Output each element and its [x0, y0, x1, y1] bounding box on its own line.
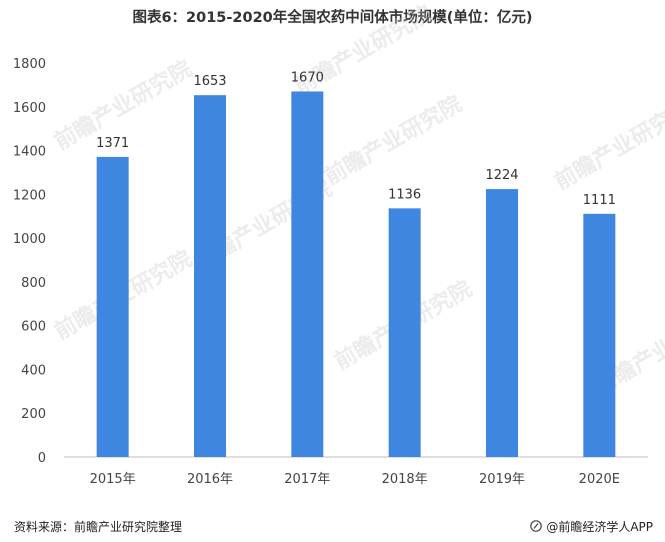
data-label: 1670: [291, 70, 324, 85]
x-tick-label: 2017年: [284, 472, 330, 487]
bar-2017年: [291, 91, 324, 457]
x-tick-label: 2019年: [479, 472, 525, 487]
y-tick-label: 0: [38, 451, 46, 466]
brand-text: @前瞻经济学人APP: [546, 519, 653, 534]
footer: 资料来源：前瞻产业研究院整理 @前瞻经济学人APP: [14, 515, 653, 537]
y-tick-label: 600: [21, 320, 46, 335]
y-tick-label: 1000: [13, 232, 46, 247]
x-tick-label: 2015年: [90, 472, 136, 487]
bar-2018年: [388, 208, 421, 457]
x-tick-label: 2016年: [187, 472, 233, 487]
y-axis-ticks: 0 200 400 600 800 1000 1200 1400 1600 1800: [13, 57, 46, 466]
y-tick-label: 1600: [13, 101, 46, 116]
data-label: 1653: [193, 74, 226, 89]
data-label: 1136: [388, 187, 421, 202]
bar-2016年: [194, 95, 226, 457]
data-label: 1111: [583, 193, 616, 208]
watermark-text: 前瞻产业研究院: [550, 96, 665, 196]
y-tick-label: 800: [21, 276, 46, 291]
x-tick-label: 2018年: [382, 472, 428, 487]
x-tick-label: 2020E: [579, 472, 620, 487]
data-label: 1224: [485, 168, 518, 183]
watermark-text: 前瞻产业研究院: [320, 91, 466, 191]
x-axis-ticks: 2015年 2016年 2017年 2018年 2019年 2020E: [90, 472, 620, 487]
y-tick-label: 400: [21, 363, 46, 378]
data-labels-group: 1371 1653 1670 1136 1224 1111: [96, 70, 616, 207]
bar-2015年: [96, 156, 129, 458]
brand-logo-icon: [530, 520, 543, 532]
brand-credit: @前瞻经济学人APP: [530, 518, 653, 535]
y-tick-label: 200: [21, 407, 46, 422]
source-note: 资料来源：前瞻产业研究院整理: [14, 519, 183, 534]
y-tick-label: 1200: [13, 188, 46, 203]
bar-2020E: [583, 213, 616, 457]
chart-title: 图表6：2015-2020年全国农药中间体市场规模(单位：亿元): [132, 10, 533, 26]
y-tick-label: 1400: [13, 145, 46, 160]
y-tick-label: 1800: [13, 57, 46, 72]
bars-group: [96, 91, 616, 458]
bar-2019年: [486, 189, 518, 457]
data-label: 1371: [96, 136, 129, 151]
